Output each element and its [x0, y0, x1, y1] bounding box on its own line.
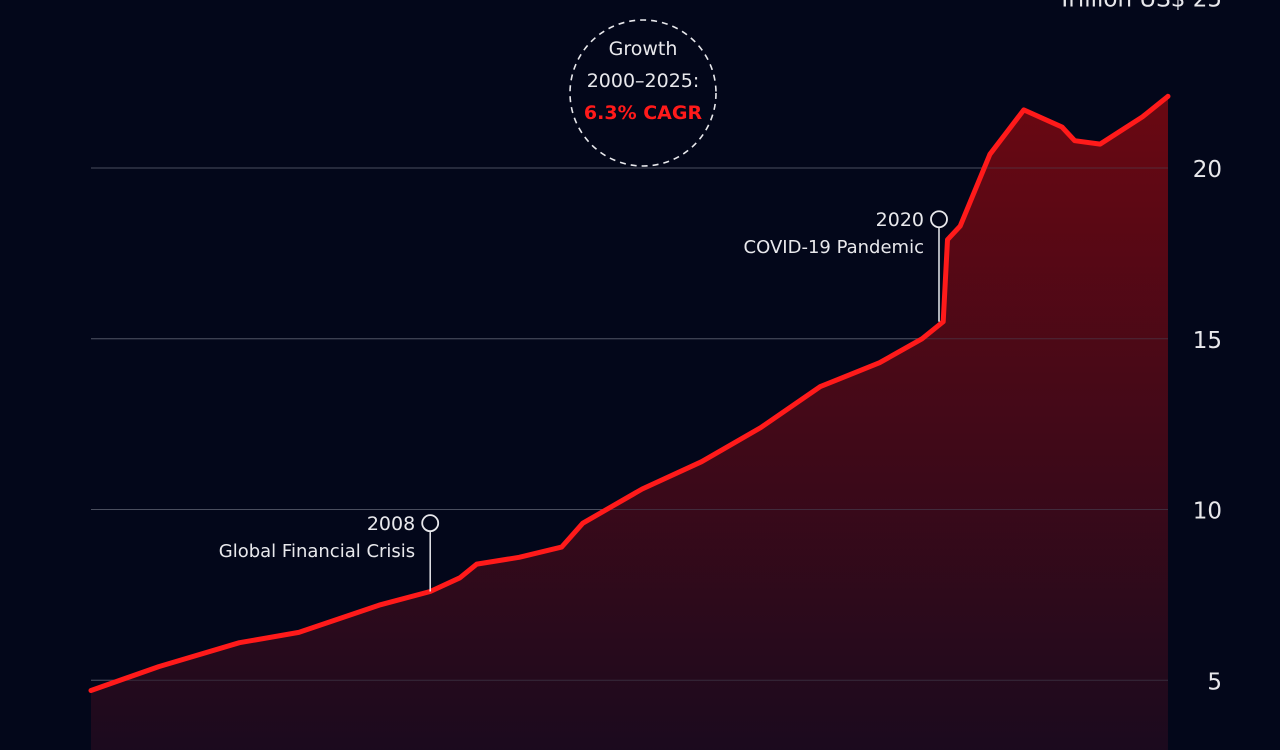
area-fill [91, 96, 1168, 750]
y-tick-label: Trillion US$ 25 [1057, 0, 1222, 12]
callout-line3: 6.3% CAGR [584, 102, 703, 124]
annotation-text: Global Financial Crisis [219, 541, 415, 562]
gridlines-overlay [91, 167, 1168, 681]
annotation-2020: 2020 COVID-19 Pandemic [744, 209, 948, 322]
callout-line1: Growth [609, 38, 678, 60]
cagr-callout: Growth 2000–2025: 6.3% CAGR [569, 19, 717, 167]
annotation-marker [421, 514, 440, 533]
y-tick-label: 15 [1193, 328, 1222, 354]
annotation-2008: 2008 Global Financial Crisis [219, 513, 440, 592]
y-tick-label: 5 [1207, 669, 1222, 695]
annotation-year: 2020 [876, 209, 924, 231]
callout-circle [569, 19, 717, 167]
y-axis-ticks: 5 10 15 20 Trillion US$ 25 [1057, 0, 1222, 695]
annotations: 2008 Global Financial Crisis 2020 COVID-19 … [219, 209, 948, 592]
annotation-marker [930, 210, 948, 229]
callout-line2: 2000–2025: [587, 70, 700, 92]
annotation-text: COVID-19 Pandemic [744, 237, 924, 258]
series-line [88, 93, 1171, 693]
annotation-year: 2008 [367, 513, 415, 535]
y-tick-label: 20 [1193, 157, 1222, 183]
y-tick-label: 10 [1193, 499, 1222, 525]
